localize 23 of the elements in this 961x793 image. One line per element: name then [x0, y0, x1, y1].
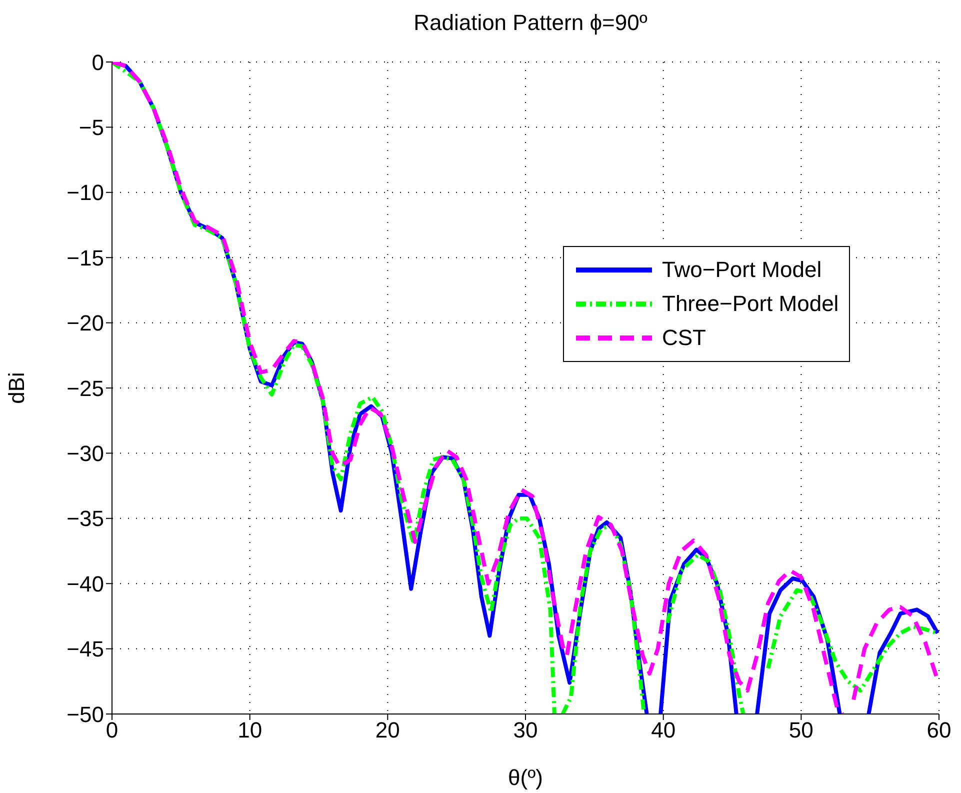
x-tick-label: 20: [375, 718, 400, 743]
y-tick-label: −45: [66, 636, 104, 662]
x-tick-label: 30: [513, 718, 538, 743]
y-tick-label: −35: [66, 506, 104, 532]
legend-label: Two−Port Model: [662, 257, 822, 283]
y-tick-label: −30: [66, 441, 104, 466]
legend-label: Three−Port Model: [662, 291, 839, 317]
x-tick-label: 50: [788, 718, 814, 743]
y-axis-title: dBi: [4, 372, 29, 404]
x-tick-label: 60: [926, 718, 952, 743]
legend-label: CST: [662, 325, 706, 351]
y-tick-label: −50: [66, 702, 104, 727]
y-tick-label: −20: [66, 310, 104, 336]
y-tick-label: −25: [66, 376, 104, 401]
y-tick-label: −10: [66, 180, 104, 206]
chart-title: Radiation Pattern ϕ=90º: [412, 10, 648, 36]
x-tick-label: 10: [238, 718, 262, 743]
x-axis-title: θ(º): [508, 765, 543, 790]
y-tick-label: −5: [78, 115, 104, 140]
x-tick-label: 40: [651, 718, 676, 743]
y-tick-label: 0: [92, 50, 104, 75]
y-tick-label: −15: [66, 245, 104, 270]
y-tick-label: −40: [66, 571, 104, 596]
